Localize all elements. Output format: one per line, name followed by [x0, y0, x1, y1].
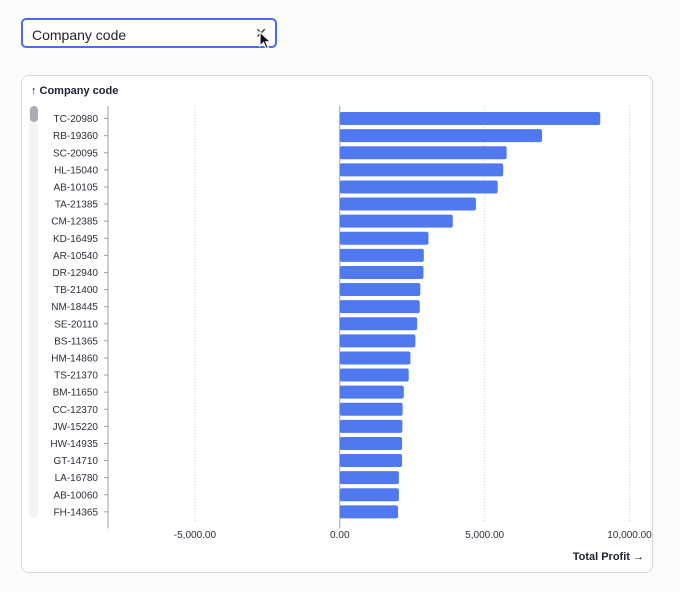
category-label: JW-15220	[53, 422, 99, 433]
bar[interactable]	[339, 419, 403, 433]
category-label: RB-19360	[53, 131, 98, 142]
bar[interactable]	[339, 368, 409, 382]
bar[interactable]	[339, 180, 498, 194]
arrow-right-icon: →	[633, 551, 644, 563]
bar[interactable]	[339, 231, 429, 245]
category-label: BM-11650	[53, 388, 99, 399]
category-label: AB-10105	[54, 182, 99, 193]
category-label: SE-20110	[54, 319, 98, 330]
bar[interactable]	[339, 163, 504, 177]
x-tick-label: -5,000.00	[174, 530, 217, 541]
bar[interactable]	[339, 454, 403, 468]
category-label: LA-16780	[55, 473, 99, 484]
category-label: CC-12370	[52, 405, 98, 416]
bar[interactable]	[339, 488, 399, 502]
category-label: FH-14365	[54, 507, 99, 518]
bar[interactable]	[339, 197, 476, 211]
category-label: KD-16495	[53, 234, 98, 245]
bar[interactable]	[339, 436, 403, 450]
bar[interactable]	[339, 300, 420, 314]
bar[interactable]	[339, 248, 424, 262]
bar[interactable]	[339, 334, 416, 348]
category-label: AR-10540	[53, 251, 98, 262]
scrollbar-thumb[interactable]	[30, 106, 38, 122]
category-label: DR-12940	[52, 268, 98, 279]
category-label: SC-20095	[53, 148, 98, 159]
category-label: AB-10060	[54, 490, 99, 501]
category-label: HM-14860	[51, 353, 98, 364]
bar[interactable]	[339, 385, 404, 399]
bar[interactable]	[339, 129, 543, 143]
category-label: CM-12385	[51, 217, 98, 228]
scrollbar-track[interactable]	[29, 106, 38, 518]
bar[interactable]	[339, 112, 601, 126]
x-axis-title-label: Total Profit	[572, 551, 630, 563]
bar[interactable]	[339, 317, 418, 331]
chart-title: Company code	[39, 85, 119, 97]
bar[interactable]	[339, 214, 453, 228]
bar[interactable]	[339, 283, 421, 297]
chart-card	[21, 75, 653, 573]
bar[interactable]	[339, 146, 507, 160]
bar[interactable]	[339, 265, 424, 279]
category-label: TB-21400	[54, 285, 98, 296]
category-label: NM-18445	[51, 302, 98, 313]
category-label: TC-20980	[54, 114, 99, 125]
category-label: GT-14710	[54, 456, 99, 467]
category-label: HW-14935	[50, 439, 98, 450]
bar[interactable]	[339, 402, 403, 416]
bar[interactable]	[339, 471, 399, 485]
mouse-pointer-icon	[259, 31, 273, 50]
x-tick-label: 0.00	[330, 530, 350, 541]
x-tick-label: 5,000.00	[465, 530, 504, 541]
select-value: Company code	[32, 27, 127, 43]
category-label: BS-11365	[54, 336, 98, 347]
x-tick-label: 10,000.00	[607, 530, 652, 541]
category-label: TS-21370	[54, 371, 98, 382]
category-label: TA-21385	[55, 200, 99, 211]
bar[interactable]	[339, 505, 399, 519]
bar[interactable]	[339, 351, 411, 365]
company-code-select[interactable]: Company code ✕	[21, 18, 277, 48]
sort-header[interactable]: ↑ Company code	[31, 85, 118, 97]
category-label: HL-15040	[54, 165, 98, 176]
arrow-up-icon: ↑	[31, 85, 37, 97]
x-axis-title[interactable]: Total Profit →	[573, 551, 644, 563]
